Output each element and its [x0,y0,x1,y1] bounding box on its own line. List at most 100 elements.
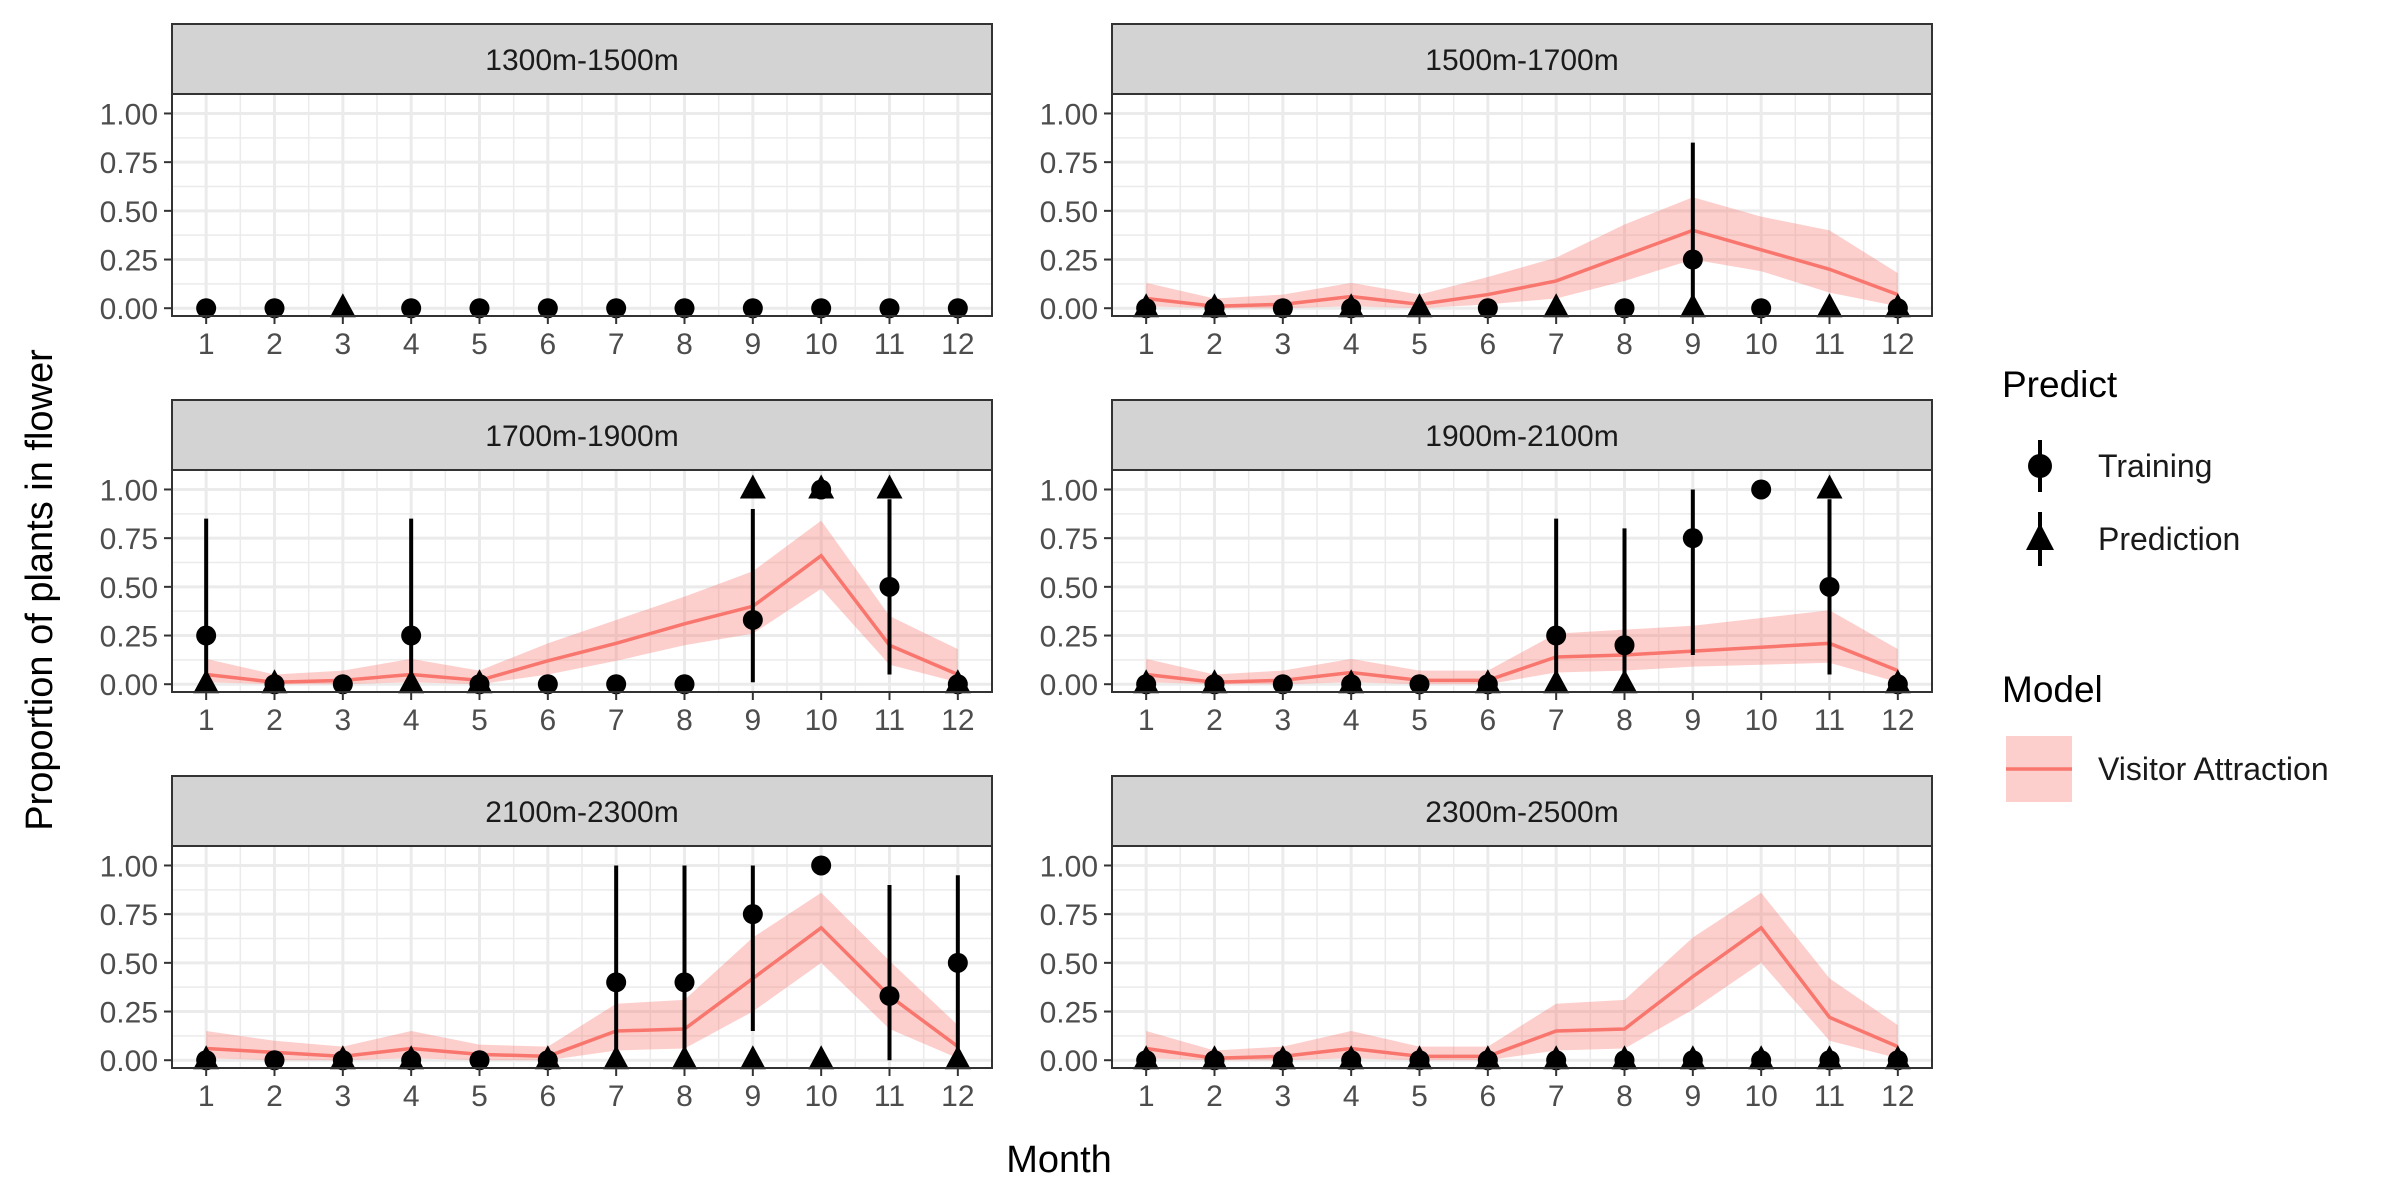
y-tick-label: 0.25 [1040,997,1098,1030]
training-point [879,576,900,597]
panel-border [1111,845,1933,1069]
panel-border [171,469,993,693]
y-tick-label: 0.00 [100,293,158,326]
training-point [742,904,763,925]
panel-strip [171,399,993,471]
training-point [742,298,763,319]
x-tick-label: 11 [1814,1080,1845,1113]
training-point [1682,528,1703,549]
x-tick-label: 12 [941,704,974,737]
panel-strip-label: 1500m-1700m [1425,44,1618,77]
x-tick-label: 3 [334,1080,351,1113]
model-ribbon [1146,892,1898,1061]
x-tick-label: 9 [744,1080,761,1113]
y-tick-label: 0.75 [1040,899,1098,932]
y-tick-label: 0.75 [100,523,158,556]
legend-predict-title: Predict [2002,364,2118,405]
x-tick-label: 7 [608,1080,625,1113]
x-tick-label: 10 [1744,328,1777,361]
prediction-point [808,474,835,499]
y-tick-label: 0.50 [1040,572,1098,605]
training-point [469,298,490,319]
model-ribbon [1146,610,1898,685]
x-tick-label: 6 [1479,1080,1496,1113]
prediction-point [1816,474,1843,499]
prediction-point [739,1045,766,1070]
x-tick-label: 8 [676,704,693,737]
training-point [947,298,968,319]
y-tick-label: 0.00 [100,669,158,702]
prediction-point [1816,1045,1843,1070]
y-tick-label: 0.00 [1040,1045,1098,1078]
y-tick-label: 1.00 [1040,850,1098,883]
x-tick-label: 8 [676,1080,693,1113]
x-tick-label: 11 [874,704,905,737]
x-tick-label: 11 [874,328,905,361]
prediction-point [329,293,356,318]
prediction-point [1338,293,1365,318]
y-tick-label: 0.75 [1040,523,1098,556]
prediction-point [1133,1045,1160,1070]
training-point [537,298,558,319]
training-point [332,674,353,695]
x-tick-label: 7 [608,704,625,737]
training-point [947,952,968,973]
x-tick-label: 12 [941,328,974,361]
training-point [401,625,422,646]
prediction-point [1748,1045,1775,1070]
y-tick-label: 1.00 [100,98,158,131]
legend: Predict Training Prediction Model Visito… [2002,364,2329,802]
x-tick-label: 2 [266,704,283,737]
panel-border [1111,93,1933,317]
training-point [196,298,217,319]
panel-border [171,845,993,1069]
y-tick-label: 0.75 [1040,147,1098,180]
legend-key-model [2006,736,2072,802]
prediction-point [1406,1045,1433,1070]
y-tick-label: 0.25 [100,621,158,654]
x-tick-label: 3 [1274,328,1291,361]
x-axis-title: Month [1006,1139,1112,1181]
training-point [1477,298,1498,319]
x-tick-label: 7 [608,328,625,361]
training-point [674,972,695,993]
panel-strip [171,775,993,847]
x-tick-label: 4 [1343,1080,1360,1113]
y-tick-label: 0.50 [100,948,158,981]
x-tick-label: 1 [198,328,215,361]
panel-strip-label: 1300m-1500m [485,44,678,77]
x-tick-label: 6 [539,1080,556,1113]
prediction-point [1338,669,1365,694]
x-tick-label: 4 [403,704,420,737]
prediction-point [808,1045,835,1070]
training-point [674,298,695,319]
y-tick-label: 0.75 [100,147,158,180]
y-tick-label: 0.25 [1040,621,1098,654]
x-tick-label: 4 [403,328,420,361]
prediction-point [1543,1045,1570,1070]
training-point [1272,674,1293,695]
prediction-point [603,1045,630,1070]
x-tick-label: 10 [804,1080,837,1113]
training-point [606,298,627,319]
training-point [264,298,285,319]
x-tick-label: 10 [1744,704,1777,737]
x-tick-label: 6 [1479,704,1496,737]
training-point [811,298,832,319]
x-tick-label: 11 [874,1080,905,1113]
legend-key-prediction [2026,512,2054,566]
x-tick-label: 1 [198,704,215,737]
y-tick-label: 0.25 [100,997,158,1030]
x-tick-label: 8 [1616,1080,1633,1113]
prediction-point [1816,293,1843,318]
x-tick-label: 10 [804,704,837,737]
prediction-point [1201,293,1228,318]
prediction-point [671,1045,698,1070]
y-tick-label: 0.50 [1040,948,1098,981]
x-tick-label: 4 [1343,328,1360,361]
legend-model-label: Visitor Attraction [2098,751,2329,787]
training-point [1272,298,1293,319]
